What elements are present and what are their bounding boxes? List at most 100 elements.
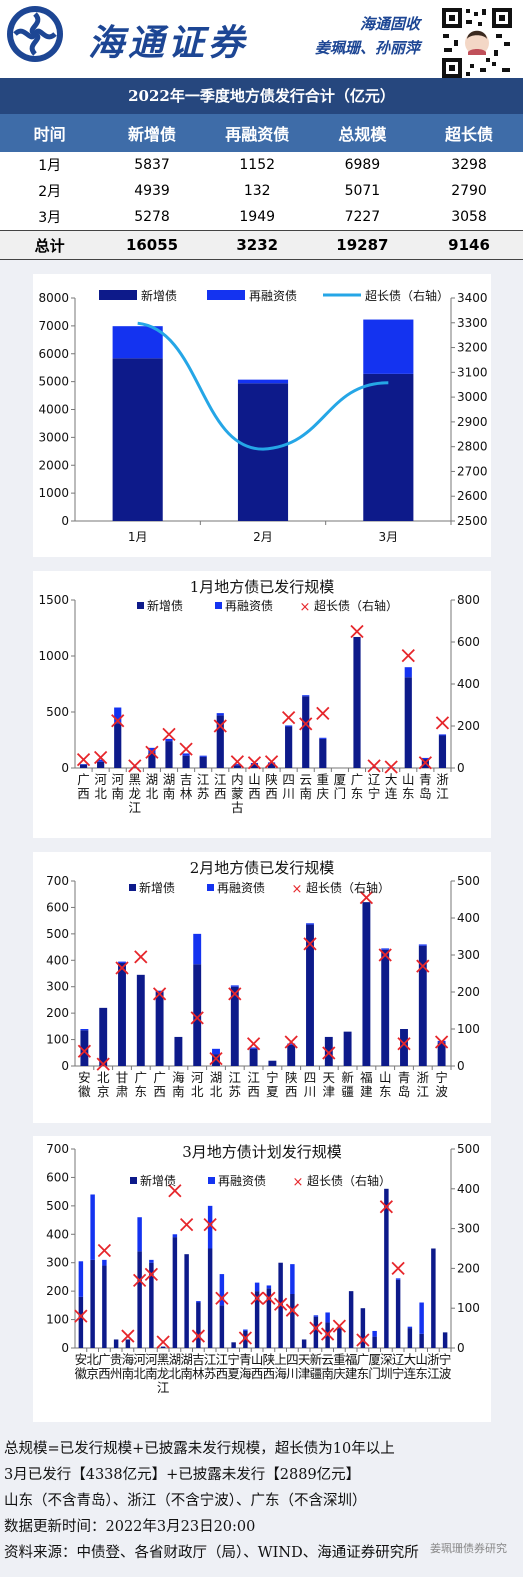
bar-new xyxy=(112,358,163,521)
bar-refi xyxy=(319,737,327,739)
x-tick-label: 陕 xyxy=(265,772,278,787)
legend-swatch-long: × xyxy=(293,1175,304,1190)
x-tick-label: 州 xyxy=(110,1366,123,1381)
bar-refi xyxy=(230,985,239,987)
y2-tick-label: 3400 xyxy=(457,291,488,305)
legend-swatch-refi xyxy=(207,884,214,891)
x-tick-label: 北 xyxy=(146,786,159,801)
point-long xyxy=(228,987,242,1001)
x-tick-label: 云 xyxy=(321,1352,334,1367)
bar-new xyxy=(118,962,126,1066)
x-tick-label: 山 xyxy=(251,1352,264,1367)
point-long xyxy=(213,719,227,733)
point-long-stroke xyxy=(434,1035,449,1049)
x-tick-label: 浙 xyxy=(436,772,449,787)
bar-new xyxy=(79,764,88,768)
note-line: 总规模=已发行规模+已披露未发行规模，超长债为10年以上 xyxy=(4,1441,395,1457)
point-long-stroke xyxy=(77,1044,92,1058)
y-tick-label: 300 xyxy=(46,1256,69,1270)
bar-refi xyxy=(193,933,202,965)
point-long xyxy=(93,750,108,765)
bar-refi xyxy=(404,667,412,678)
y2-tick-label: 0 xyxy=(457,1341,465,1355)
x-tick-label: 江 xyxy=(216,1352,229,1367)
bar-refi xyxy=(254,1282,260,1292)
x-tick-label: 广 xyxy=(77,772,90,787)
bar-new xyxy=(319,738,327,768)
y-tick-label: 1500 xyxy=(38,593,69,607)
x-tick-label: 西 xyxy=(216,1366,229,1381)
y-tick-label: 500 xyxy=(46,1199,69,1213)
report-byline: 海通固收 姜珮珊、孙丽萍 xyxy=(300,12,420,60)
bar-new xyxy=(136,974,145,1066)
y2-tick-label: 300 xyxy=(457,1222,480,1236)
bar-refi xyxy=(207,1205,213,1249)
table-cell: 1152 xyxy=(204,152,310,178)
legend-label-new: 新增债 xyxy=(139,880,175,895)
legend-label-refi: 再融资债 xyxy=(249,289,297,303)
x-tick-label: 北 xyxy=(97,1070,110,1085)
x-tick-label: 湖 xyxy=(146,772,159,787)
point-long xyxy=(247,756,262,770)
x-tick-label: 山 xyxy=(402,772,415,787)
bar-refi xyxy=(438,734,447,736)
bar-refi xyxy=(287,1043,296,1045)
y2-tick-label: 3100 xyxy=(457,365,488,379)
bar-new xyxy=(102,1265,107,1348)
point-long-stroke xyxy=(190,1011,204,1025)
x-tick-label: 古 xyxy=(231,800,244,815)
x-tick-label: 江 xyxy=(157,1380,170,1395)
point-long-stroke xyxy=(367,759,381,773)
table-cell: 2月 xyxy=(0,178,100,204)
bar-new xyxy=(193,964,202,1066)
y-tick-label: 5000 xyxy=(38,375,69,389)
bar-new xyxy=(254,1291,260,1348)
bar-new xyxy=(400,1029,408,1066)
bar-refi xyxy=(313,1315,319,1317)
point-long xyxy=(367,759,381,773)
x-tick-label: 西 xyxy=(77,786,90,801)
x-tick-label: 河 xyxy=(145,1352,158,1367)
x-tick-label: 四 xyxy=(304,1070,317,1085)
point-long-stroke xyxy=(228,987,242,1001)
column-header: 总规模 xyxy=(309,114,416,152)
table-cell: 7227 xyxy=(309,204,416,231)
point-long-stroke xyxy=(281,710,296,725)
bar-new xyxy=(363,373,414,521)
x-tick-label: 广 xyxy=(135,1070,148,1085)
y2-tick-label: 800 xyxy=(457,593,480,607)
point-long-stroke xyxy=(435,716,450,730)
point-long xyxy=(191,1329,206,1343)
bar-refi xyxy=(233,764,241,766)
chart-jan-issuance: 0500100015000200400600800广西河北河南黑龙江湖北湖南吉林… xyxy=(38,593,480,815)
y-tick-label: 2000 xyxy=(38,458,69,472)
point-long xyxy=(434,1035,449,1049)
y-tick-label: 4000 xyxy=(38,403,69,417)
bar-new xyxy=(306,924,314,1066)
legend-label-long: 超长债（右轴） xyxy=(365,288,449,303)
legend-label-refi: 再融资债 xyxy=(217,881,265,895)
bar-refi xyxy=(148,747,156,753)
x-tick-label: 南 xyxy=(321,1366,334,1381)
bar-refi xyxy=(79,764,88,765)
x-tick-label: 西 xyxy=(248,786,261,801)
table-cell: 1949 xyxy=(204,204,310,231)
x-tick-label: 北 xyxy=(86,1352,99,1367)
legend-swatch-long: × xyxy=(292,882,303,897)
x-tick-label: 青 xyxy=(419,772,432,787)
bar-new xyxy=(212,1054,220,1066)
bar-refi xyxy=(78,1261,84,1297)
point-long xyxy=(203,1217,217,1232)
bar-new xyxy=(418,945,427,1066)
bar-refi xyxy=(112,326,163,359)
point-long xyxy=(322,1046,336,1060)
bar-new xyxy=(237,383,289,521)
y2-tick-label: 400 xyxy=(457,1182,480,1196)
x-tick-label: 宁 xyxy=(439,1352,452,1367)
x-tick-label: 大 xyxy=(404,1352,417,1367)
x-tick-label: 江 xyxy=(204,1352,217,1367)
bar-refi xyxy=(149,1259,154,1263)
y-tick-label: 0 xyxy=(61,761,69,775)
x-tick-label: 江 xyxy=(229,1070,242,1085)
x-tick-label: 津 xyxy=(323,1084,336,1099)
